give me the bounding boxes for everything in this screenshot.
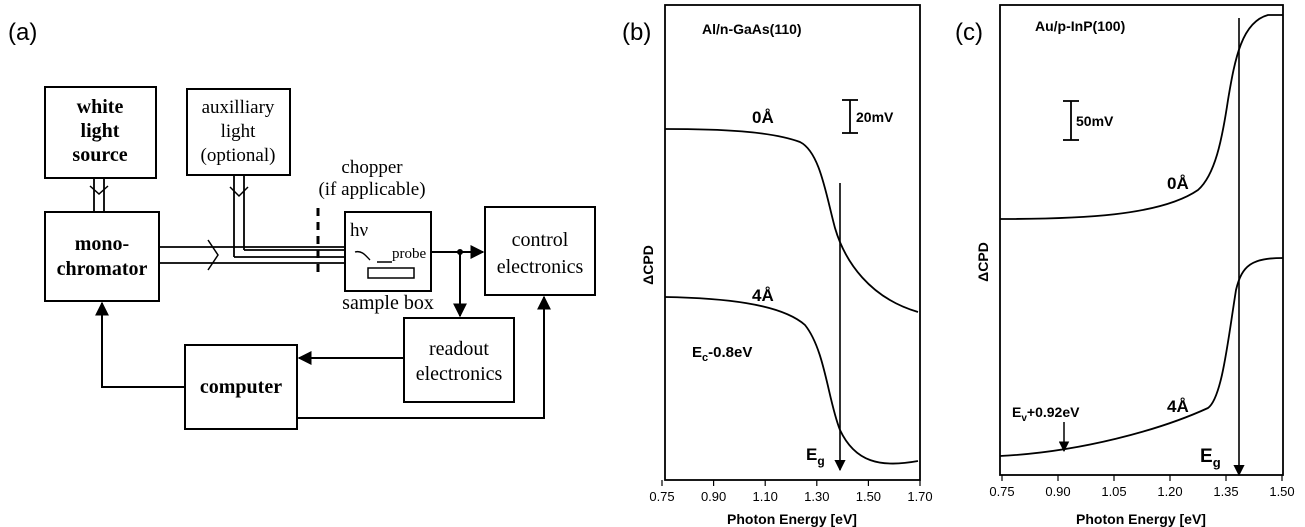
white-light-line2: light <box>81 120 120 142</box>
c-xtick-label: 1.35 <box>1213 484 1238 499</box>
panel-a-label: (a) <box>8 19 37 46</box>
sample-probe-label: probe <box>392 246 426 262</box>
auxiliary-line2: light <box>221 121 257 142</box>
panel-b-scale-bar: 20mV <box>842 99 894 134</box>
monochromator-line2: chromator <box>57 258 148 280</box>
b-xtick-label: 0.75 <box>649 489 674 504</box>
c-xtick-label: 0.90 <box>1045 484 1070 499</box>
panel-c-curve-0A <box>999 14 1283 220</box>
white-light-line3: source <box>72 144 127 166</box>
panel-b-label-0A: 0Å <box>752 108 774 127</box>
diagram-connections <box>89 175 551 419</box>
panel-b-label-4A: 4Å <box>752 286 774 305</box>
readout-line2: electronics <box>416 363 503 385</box>
panel-c-xlabel: Photon Energy [eV] <box>1076 511 1206 527</box>
panel-c-ev-annotation: Ev+0.92eV <box>1012 404 1080 424</box>
panel-c-scale-bar: 50mV <box>1063 100 1114 141</box>
control-line2: electronics <box>497 256 584 278</box>
chopper-line1: chopper <box>341 157 403 178</box>
panel-c-title: Au/p-InP(100) <box>1035 18 1125 34</box>
b-xtick-label: 1.70 <box>907 489 932 504</box>
panel-c-label: (c) <box>955 19 983 46</box>
auxiliary-line3: (optional) <box>201 145 276 166</box>
control-line1: control <box>512 229 569 251</box>
panel-b-eg-label: Eg <box>806 445 825 468</box>
monochromator-block: mono- chromator <box>44 211 160 302</box>
panel-b-frame <box>664 4 921 481</box>
light-on-sample-line <box>354 250 371 261</box>
panel-a: (a) white light source auxilliary light … <box>8 19 596 430</box>
sample-hv-label: hν <box>350 220 369 241</box>
panel-b-curve-4A <box>664 296 919 465</box>
b-xtick-label: 1.30 <box>804 489 829 504</box>
panel-b-ec-annotation: Ec-0.8eV <box>692 344 752 364</box>
c-xtick-label: 1.20 <box>1157 484 1182 499</box>
panel-c-curve-4A <box>999 257 1284 457</box>
panel-c-xticks: 0.75 0.90 1.05 1.20 1.35 1.50 <box>989 475 1295 499</box>
computer-block: computer <box>184 344 298 430</box>
panel-b-scale-label: 20mV <box>856 109 894 125</box>
panel-b-curve-0A <box>664 128 919 313</box>
panel-c: (c) Au/p-InP(100) 50mV 0Å 4Å Ev+0.92eV E… <box>955 4 1295 527</box>
readout-line1: readout <box>429 338 489 360</box>
panel-c-scale-label: 50mV <box>1076 113 1114 129</box>
auxiliary-line1: auxilliary <box>202 97 275 118</box>
b-xtick-label: 0.90 <box>701 489 726 504</box>
c-xtick-label: 0.75 <box>989 484 1014 499</box>
panel-c-label-4A: 4Å <box>1167 397 1189 416</box>
sample-slab <box>367 267 415 279</box>
panel-c-label-0A: 0Å <box>1167 174 1189 193</box>
panel-b: (b) Al/n-GaAs(110) 20mV 0Å 4Å Ec-0.8eV E… <box>622 4 933 527</box>
c-xtick-label: 1.50 <box>1269 484 1294 499</box>
panel-b-ylabel: ΔCPD <box>640 245 656 285</box>
panel-c-frame <box>999 4 1284 476</box>
c-xtick-label: 1.05 <box>1101 484 1126 499</box>
computer-label: computer <box>200 376 282 398</box>
auxiliary-light-block: auxilliary light (optional) <box>186 88 291 176</box>
control-electronics-block: control electronics <box>484 206 596 296</box>
readout-electronics-block: readout electronics <box>403 317 515 403</box>
monochromator-line1: mono- <box>75 233 129 255</box>
sample-box-block: hν probe sample box <box>342 211 434 314</box>
chopper-line2: (if applicable) <box>318 179 425 200</box>
panel-c-ylabel: ΔCPD <box>975 242 991 282</box>
white-light-source-block: white light source <box>44 86 157 179</box>
panel-c-eg-label: Eg <box>1200 446 1221 470</box>
panel-b-label: (b) <box>622 19 651 46</box>
sample-box-label: sample box <box>342 292 434 314</box>
panel-b-xticks: 0.75 0.90 1.10 1.30 1.50 1.70 <box>649 480 933 504</box>
panel-b-title: Al/n-GaAs(110) <box>702 21 802 37</box>
b-xtick-label: 1.10 <box>753 489 778 504</box>
white-light-line1: white <box>77 96 124 118</box>
panel-b-xlabel: Photon Energy [eV] <box>727 511 857 527</box>
b-xtick-label: 1.50 <box>856 489 881 504</box>
